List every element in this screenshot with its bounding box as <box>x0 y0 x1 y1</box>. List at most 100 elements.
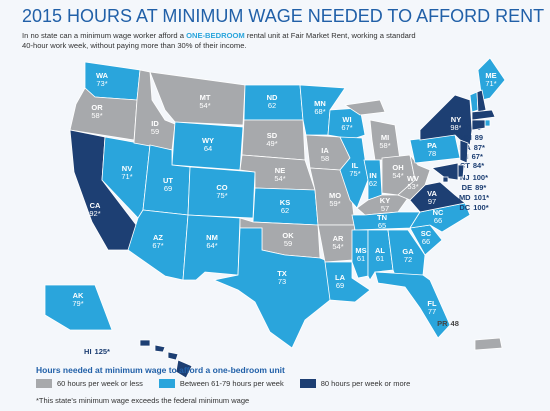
state-name: PA <box>427 141 437 150</box>
state-value: 59* <box>329 199 340 208</box>
state-value: 49* <box>266 139 277 148</box>
state-value: 62 <box>369 179 377 188</box>
state-value: 58* <box>91 111 102 120</box>
state-name: IN <box>369 171 377 180</box>
state-name: WI <box>342 115 351 124</box>
state-name: ID <box>151 119 159 128</box>
state-label: DC 100* <box>459 203 488 212</box>
state-value: 62 <box>268 101 276 110</box>
state-value: 92* <box>89 209 100 218</box>
state-name: SD <box>267 131 278 140</box>
state-name: AL <box>375 246 385 255</box>
state-value: 77 <box>428 307 436 316</box>
state-label: HI 125* <box>84 347 110 356</box>
state-name: MO <box>329 191 341 200</box>
legend-swatch <box>299 379 316 388</box>
subtitle-text: 40-hour work week, without paying more t… <box>22 41 247 50</box>
state-name: AZ <box>153 233 163 242</box>
state-name: MT <box>200 93 211 102</box>
state-shape <box>351 229 369 279</box>
state-value: 87* <box>474 143 485 152</box>
state-value: 48 <box>451 319 459 328</box>
state-shape <box>471 109 496 121</box>
state-value: 71* <box>485 79 496 88</box>
state-name: WV <box>407 174 419 183</box>
state-value: 72 <box>404 255 412 264</box>
state-value: 66 <box>434 216 442 225</box>
state-shape <box>457 164 465 178</box>
state-value: 71* <box>121 172 132 181</box>
state-name: UT <box>163 176 173 185</box>
state-value: 79* <box>72 299 83 308</box>
state-value: 97 <box>428 197 436 206</box>
state-shape <box>442 176 449 183</box>
state-value: 66 <box>422 237 430 246</box>
title: 2015 HOURS AT MINIMUM WAGE NEEDED TO AFF… <box>22 6 545 26</box>
state-value: 62 <box>281 206 289 215</box>
state-label: PR 48 <box>437 319 459 328</box>
state-value: 73 <box>278 277 286 286</box>
state-name: ME <box>485 71 496 80</box>
state-name: OK <box>282 231 294 240</box>
state-value: 98* <box>450 123 461 132</box>
state-shape <box>419 94 473 146</box>
state-name: GA <box>402 247 414 256</box>
state-name: LA <box>335 273 346 282</box>
state-name: CO <box>216 183 227 192</box>
state: NH 89 <box>461 89 487 142</box>
state: DC 100* <box>442 176 489 212</box>
state-value: 89* <box>475 183 486 192</box>
state-value: 100* <box>473 173 489 182</box>
state-value: 100* <box>473 203 489 212</box>
state-shape <box>149 71 246 126</box>
state-name: VT <box>460 123 470 132</box>
legend-swatch <box>158 379 175 388</box>
state-shape <box>459 139 469 164</box>
state-name: IL <box>352 161 359 170</box>
state-name: NV <box>122 164 132 173</box>
state-label: MD 101* <box>459 193 489 202</box>
state-value: 64 <box>204 144 212 153</box>
state-value: 53* <box>407 182 418 191</box>
state-name: MS <box>355 246 366 255</box>
state-label: NJ 100* <box>460 173 488 182</box>
state-name: NH <box>461 133 472 142</box>
state-value: 69 <box>164 184 172 193</box>
state-value: 67* <box>341 123 352 132</box>
state-label: DE 89* <box>462 183 487 192</box>
state-value: 54* <box>274 174 285 183</box>
state-value: 57 <box>381 204 389 213</box>
state-name: OR <box>91 103 103 112</box>
state-value: 89 <box>475 133 483 142</box>
state-name: KY <box>380 196 390 205</box>
state-value: 54* <box>392 171 403 180</box>
state-name: FL <box>427 299 437 308</box>
state: MD 101* <box>431 162 489 202</box>
state: PR 48 <box>437 319 503 351</box>
state-value: 61 <box>376 254 384 263</box>
state-value: 58 <box>321 154 329 163</box>
state-value: 84* <box>473 161 484 170</box>
state: CT 84* <box>460 119 486 170</box>
legend-item: Between 61-79 hours per week <box>158 379 284 388</box>
state-shape <box>212 227 331 349</box>
state-name: NE <box>275 166 285 175</box>
state-value: 69 <box>336 281 344 290</box>
state-name: VA <box>427 189 437 198</box>
state-value: 67* <box>152 241 163 250</box>
